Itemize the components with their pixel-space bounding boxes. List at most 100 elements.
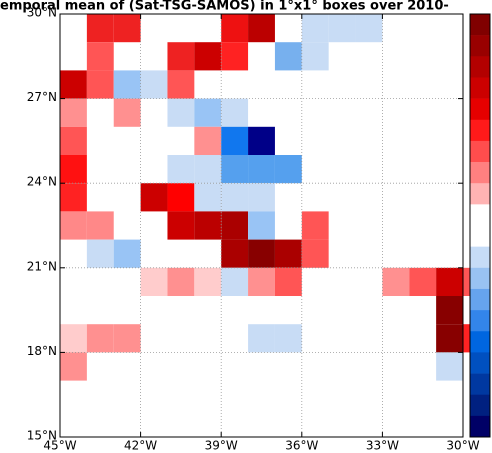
colorbar-swatch xyxy=(470,77,490,99)
cell xyxy=(60,98,87,127)
cell xyxy=(221,211,249,240)
colorbar-swatch xyxy=(470,98,490,121)
cell xyxy=(274,267,302,296)
cell xyxy=(86,239,114,268)
cell xyxy=(248,155,275,184)
y-tick-label: 27°N xyxy=(27,90,57,104)
colorbar-swatch xyxy=(470,373,490,395)
y-tick-label: 18°N xyxy=(27,344,57,358)
cell xyxy=(248,211,275,240)
cell xyxy=(221,155,249,184)
cell xyxy=(248,126,275,155)
colorbar-frame xyxy=(469,13,491,438)
cell xyxy=(221,126,249,155)
cell xyxy=(167,211,195,240)
colorbar-swatch xyxy=(470,331,490,353)
cell xyxy=(86,70,114,99)
cell xyxy=(248,324,275,353)
cell xyxy=(113,239,141,268)
cell xyxy=(60,324,87,353)
y-tick-label: 24°N xyxy=(27,175,57,189)
cell xyxy=(382,267,410,296)
colorbar-swatch xyxy=(470,225,490,247)
cell xyxy=(221,239,249,268)
cell xyxy=(113,98,141,127)
cell xyxy=(301,211,329,240)
cell xyxy=(113,324,141,353)
cell xyxy=(167,98,195,127)
cell xyxy=(274,324,302,353)
x-tick-label: 30°W xyxy=(446,439,479,453)
cell xyxy=(194,211,222,240)
cell xyxy=(221,42,249,71)
colorbar-swatch xyxy=(470,415,490,438)
cell xyxy=(113,70,141,99)
colorbar-swatch xyxy=(470,183,490,205)
cell xyxy=(86,324,114,353)
y-tick-label: 15°N xyxy=(27,429,57,443)
cell xyxy=(140,70,168,99)
cell xyxy=(409,267,437,296)
cell xyxy=(140,267,168,296)
cell xyxy=(60,352,87,381)
colorbar-swatch xyxy=(470,246,490,269)
cell xyxy=(167,183,195,212)
cell xyxy=(194,155,222,184)
x-tick-label: 45°W xyxy=(43,439,76,453)
cell xyxy=(167,70,195,99)
cell xyxy=(221,14,249,43)
cell xyxy=(167,155,195,184)
cell xyxy=(86,42,114,71)
cell xyxy=(167,42,195,71)
x-tick-label: 36°W xyxy=(285,439,318,453)
cell xyxy=(301,42,329,71)
colorbar-swatch xyxy=(470,140,490,163)
colorbar-swatch xyxy=(470,267,490,290)
colorbar-swatch xyxy=(470,56,490,78)
plot-frame xyxy=(59,13,464,438)
cell xyxy=(274,42,302,71)
cell xyxy=(248,239,275,268)
cell xyxy=(167,267,195,296)
cell xyxy=(194,183,222,212)
cell xyxy=(248,14,275,43)
colorbar-swatch xyxy=(470,394,490,417)
cell xyxy=(60,126,87,155)
cell xyxy=(355,14,383,43)
x-tick-label: 33°W xyxy=(366,439,399,453)
cell xyxy=(301,239,329,268)
cell xyxy=(113,14,141,43)
colorbar-swatch xyxy=(470,310,490,332)
cell xyxy=(60,70,87,99)
cell xyxy=(436,352,463,381)
colorbar-swatch xyxy=(470,288,490,311)
colorbar-swatch xyxy=(470,162,490,184)
cell xyxy=(86,14,114,43)
cell xyxy=(140,183,168,212)
cell xyxy=(221,267,249,296)
cell xyxy=(248,267,275,296)
cell xyxy=(194,267,222,296)
cell xyxy=(221,98,249,127)
cell xyxy=(301,14,329,43)
cell xyxy=(328,14,356,43)
cell xyxy=(60,155,87,184)
cell xyxy=(274,239,302,268)
cell xyxy=(221,183,249,212)
y-tick-label: 30°N xyxy=(27,6,57,20)
cell xyxy=(60,183,87,212)
colorbar-swatch xyxy=(470,119,490,142)
cell xyxy=(436,324,463,353)
cell xyxy=(436,296,463,325)
cell xyxy=(60,211,87,240)
cell xyxy=(194,126,222,155)
colorbar-swatch xyxy=(470,204,490,226)
cell xyxy=(194,98,222,127)
colorbar-swatch xyxy=(470,352,490,374)
x-tick-label: 42°W xyxy=(124,439,157,453)
cell xyxy=(248,183,275,212)
y-tick-label: 21°N xyxy=(27,259,57,273)
cell xyxy=(274,155,302,184)
colorbar-swatch xyxy=(470,35,490,57)
